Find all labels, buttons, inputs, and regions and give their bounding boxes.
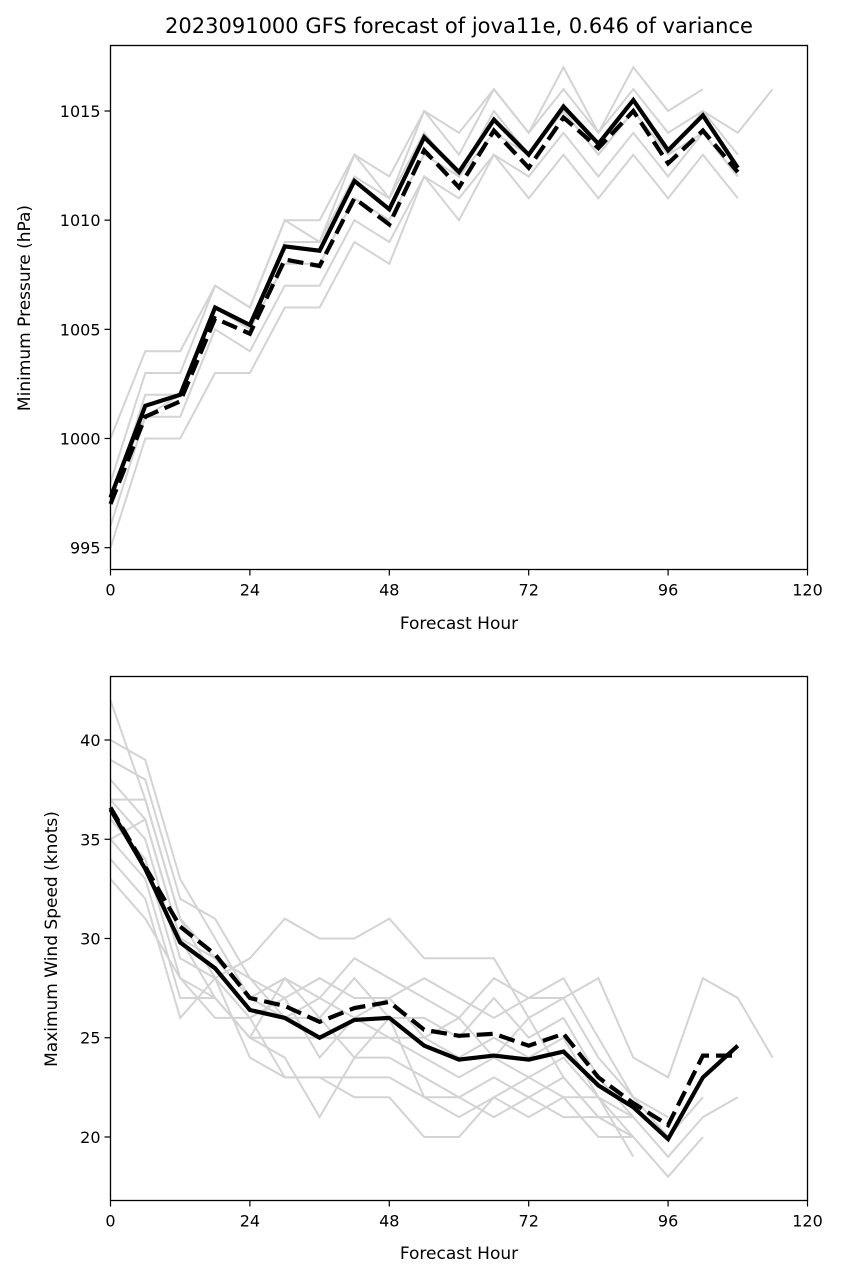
pressure-series-lines <box>108 65 774 549</box>
pressure-x-axis-label: Forecast Hour <box>400 614 518 634</box>
pressure-x-tick-label: 48 <box>379 581 399 600</box>
wind-ensemble-member-line <box>109 878 704 1179</box>
pressure-y-tick-label: 1005 <box>60 320 101 339</box>
pressure-y-tick-label: 1015 <box>60 102 101 121</box>
wind-y-tick-label: 25 <box>80 1029 100 1048</box>
wind-x-tick-label: 48 <box>379 1212 399 1231</box>
wind-ensemble-member-line <box>110 798 634 1119</box>
wind-x-tick-label: 96 <box>658 1212 678 1231</box>
wind-series-lines <box>108 699 774 1179</box>
wind-y-axis-label: Maximum Wind Speed (knots) <box>42 811 62 1067</box>
wind-panel: 0 24 48 72 96 120 20 25 30 35 40 Forecast Hour Max… <box>42 675 823 1264</box>
wind-ensemble-member-line <box>109 818 635 1138</box>
pressure-y-tick-label: 1000 <box>60 430 101 449</box>
wind-ensemble-member-line <box>110 739 669 1118</box>
pressure-plot-frame <box>109 44 809 571</box>
wind-x-tick-label: 120 <box>792 1212 823 1231</box>
wind-y-tick-label: 40 <box>80 731 100 750</box>
pressure-y-axis-label: Minimum Pressure (hPa) <box>15 205 35 411</box>
wind-y-tick-label: 35 <box>80 830 100 849</box>
wind-y-tick-label: 20 <box>80 1128 100 1147</box>
pressure-solid-mean-line <box>108 96 740 499</box>
wind-dashed-mean-line <box>108 806 738 1129</box>
wind-axis-ticks: 0 24 48 72 96 120 20 25 30 35 40 <box>80 731 823 1230</box>
pressure-x-tick-label: 0 <box>105 581 115 600</box>
pressure-x-tick-label: 96 <box>658 581 678 600</box>
wind-ensemble-member-line <box>110 759 704 1139</box>
pressure-x-tick-label: 72 <box>519 581 539 600</box>
pressure-axis-ticks: 0 24 48 72 96 120 995 1000 1005 1010 1015 <box>60 102 823 600</box>
wind-x-tick-label: 0 <box>105 1212 115 1231</box>
pressure-panel: 2023091000 GFS forecast of jova11e, 0.64… <box>15 14 823 634</box>
wind-x-tick-label: 72 <box>519 1212 539 1231</box>
chart-title: 2023091000 GFS forecast of jova11e, 0.64… <box>165 14 753 38</box>
pressure-y-tick-label: 995 <box>70 539 101 558</box>
pressure-x-tick-label: 120 <box>792 581 823 600</box>
pressure-dashed-mean-line <box>108 107 740 505</box>
wind-x-axis-label: Forecast Hour <box>400 1244 518 1264</box>
pressure-ensemble-member-line <box>109 65 704 439</box>
pressure-ensemble-member-line <box>109 152 739 549</box>
pressure-x-tick-label: 24 <box>240 581 260 600</box>
wind-y-tick-label: 30 <box>80 930 100 949</box>
wind-x-tick-label: 24 <box>240 1212 260 1231</box>
wind-ensemble-member-line <box>109 798 634 1118</box>
pressure-ensemble-member-line <box>109 87 774 483</box>
wind-solid-mean-line <box>108 808 740 1143</box>
wind-ensemble-member-line <box>109 779 739 1159</box>
wind-ensemble-member-line <box>110 817 634 1138</box>
pressure-y-tick-label: 1010 <box>60 211 101 230</box>
wind-ensemble-member-line <box>109 699 774 1079</box>
